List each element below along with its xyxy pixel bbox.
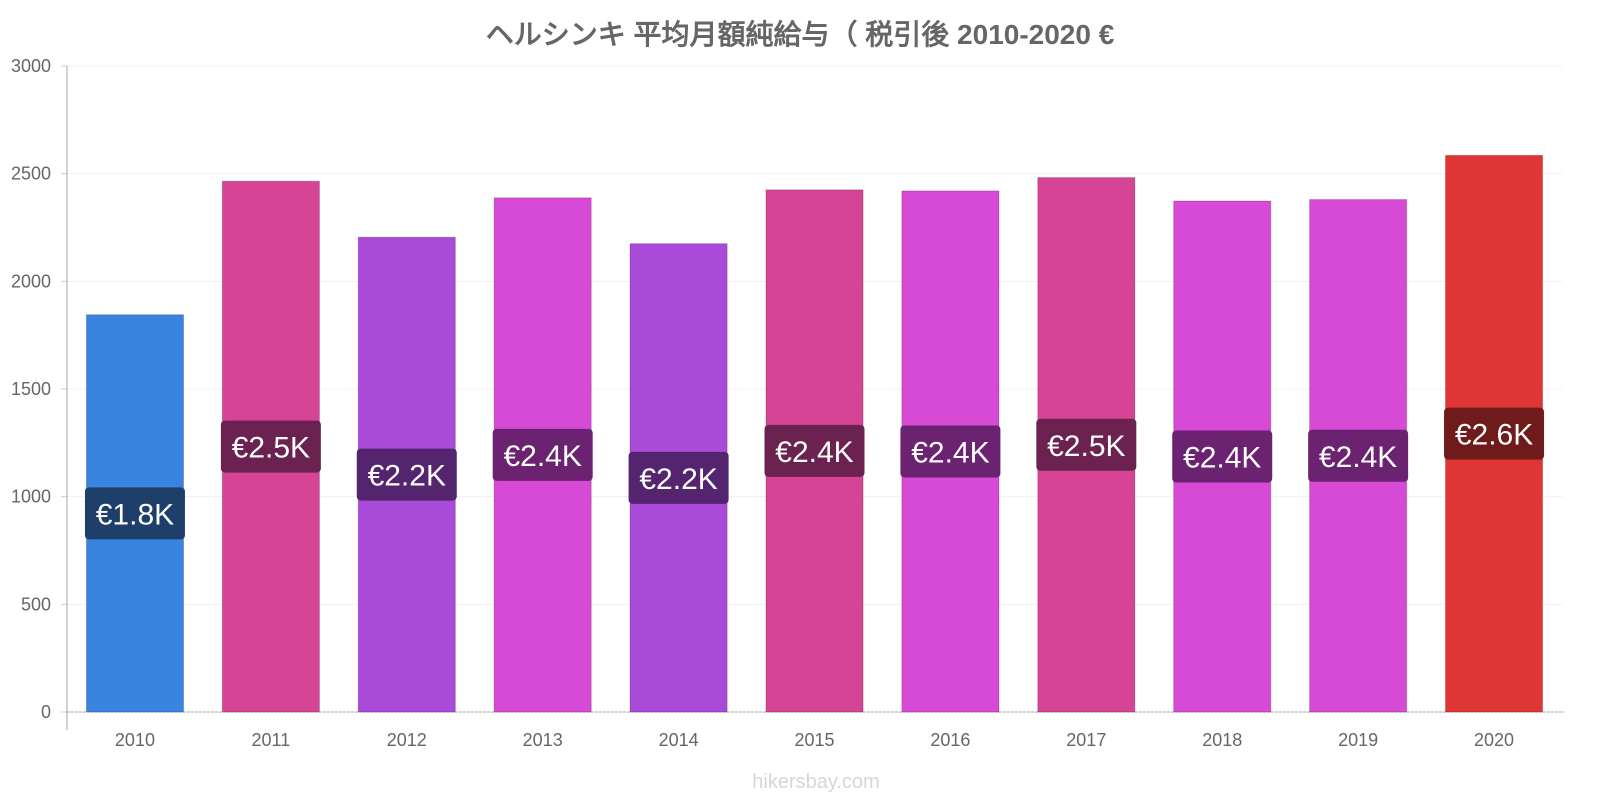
data-label-box <box>220 420 321 473</box>
data-label-text: €2.2K <box>639 463 717 496</box>
x-tick-label: 2010 <box>115 730 155 750</box>
data-label-text: €2.6K <box>1455 419 1533 452</box>
x-tick-label: 2014 <box>659 730 699 750</box>
data-label-2019: €2.4K <box>1308 429 1409 482</box>
data-label-2020: €2.6K <box>1444 407 1545 460</box>
x-tick-label: 2018 <box>1202 730 1242 750</box>
data-label-2015: €2.4K <box>764 424 865 477</box>
data-label-box <box>900 425 1001 478</box>
data-label-2013: €2.4K <box>492 428 593 481</box>
data-label-2011: €2.5K <box>220 420 321 473</box>
data-label-text: €2.4K <box>775 436 853 469</box>
data-label-box <box>764 424 865 477</box>
data-label-2017: €2.5K <box>1036 418 1137 471</box>
data-label-2014: €2.2K <box>628 451 729 504</box>
data-label-box <box>1308 429 1409 482</box>
data-label-text: €2.2K <box>368 460 446 493</box>
chart-title: ヘルシンキ 平均月額純給与（ 税引後 2010-2020 € <box>486 18 1115 50</box>
y-tick-label: 1000 <box>11 487 51 507</box>
data-label-2012: €2.2K <box>356 448 457 501</box>
data-label-text: €2.4K <box>1183 442 1261 475</box>
y-tick-label: 3000 <box>11 56 51 76</box>
data-label-box <box>1172 430 1273 483</box>
x-tick-label: 2013 <box>523 730 563 750</box>
data-label-text: €2.4K <box>911 436 989 469</box>
y-tick-label: 2000 <box>11 271 51 291</box>
watermark-text: hikersbay.com <box>752 771 879 793</box>
data-labels: €1.8K €2.5K €2.2K €2.4K €2.2K €2.4K €2.4K €2.5K… <box>84 407 1545 540</box>
y-tick-label: 500 <box>21 594 51 614</box>
data-label-box <box>84 487 185 540</box>
data-label-box <box>1444 407 1545 460</box>
x-tick-label: 2020 <box>1474 730 1514 750</box>
x-tick-label: 2017 <box>1066 730 1106 750</box>
data-label-2018: €2.4K <box>1172 430 1273 483</box>
y-tick-label: 0 <box>41 702 51 722</box>
x-tick-label: 2016 <box>930 730 970 750</box>
data-label-text: €2.4K <box>503 440 581 473</box>
data-label-text: €2.5K <box>1047 430 1125 463</box>
data-label-box <box>492 428 593 481</box>
data-label-text: €2.4K <box>1319 441 1397 474</box>
x-tick-label: 2015 <box>794 730 834 750</box>
data-label-box <box>1036 418 1137 471</box>
x-tick-label: 2011 <box>252 730 291 750</box>
y-tick-label: 1500 <box>11 379 51 399</box>
data-label-text: €1.8K <box>96 498 174 531</box>
data-label-text: €2.5K <box>232 432 310 465</box>
data-label-2016: €2.4K <box>900 425 1001 478</box>
data-label-box <box>356 448 457 501</box>
data-label-2010: €1.8K <box>84 487 185 540</box>
data-label-box <box>628 451 729 504</box>
y-tick-label: 2500 <box>11 164 51 184</box>
x-tick-label: 2019 <box>1338 730 1378 750</box>
x-tick-label: 2012 <box>387 730 427 750</box>
